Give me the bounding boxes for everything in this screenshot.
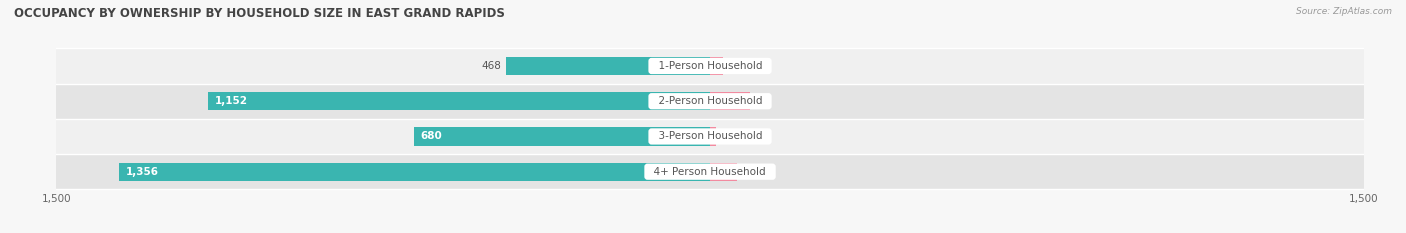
Bar	[208, 92, 710, 110]
Bar	[710, 92, 749, 110]
Text: 91: 91	[755, 96, 768, 106]
Text: 61: 61	[742, 167, 755, 177]
Bar	[56, 154, 1364, 189]
Text: Source: ZipAtlas.com: Source: ZipAtlas.com	[1296, 7, 1392, 16]
Text: 3-Person Household: 3-Person Household	[651, 131, 769, 141]
Bar	[120, 163, 710, 181]
Bar	[56, 48, 1364, 84]
Bar	[413, 127, 710, 146]
Text: 4+ Person Household: 4+ Person Household	[648, 167, 772, 177]
Bar	[710, 127, 716, 146]
Bar	[56, 119, 1364, 154]
Text: 13: 13	[721, 131, 734, 141]
Bar	[710, 57, 723, 75]
Text: 1,152: 1,152	[215, 96, 247, 106]
Text: 1,356: 1,356	[125, 167, 159, 177]
Bar	[56, 84, 1364, 119]
Text: 468: 468	[481, 61, 501, 71]
Text: OCCUPANCY BY OWNERSHIP BY HOUSEHOLD SIZE IN EAST GRAND RAPIDS: OCCUPANCY BY OWNERSHIP BY HOUSEHOLD SIZE…	[14, 7, 505, 20]
Bar	[506, 57, 710, 75]
Text: 680: 680	[420, 131, 441, 141]
Text: 29: 29	[728, 61, 741, 71]
Text: 2-Person Household: 2-Person Household	[651, 96, 769, 106]
Text: 1-Person Household: 1-Person Household	[651, 61, 769, 71]
Bar	[710, 163, 737, 181]
